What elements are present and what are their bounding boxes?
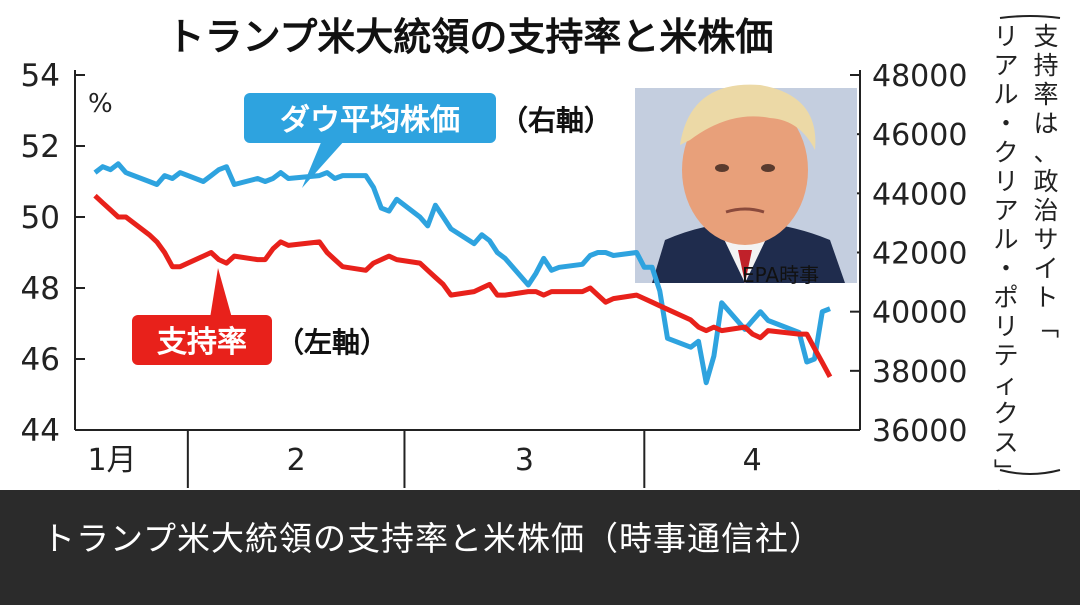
note-char: 、 [1033,138,1058,167]
dow-legend-label: ダウ平均株価 [280,103,460,138]
note-char: リ [993,167,1018,196]
note-bracket-top [999,15,1061,19]
photo-credit: EPA時事 [742,263,819,287]
approval-legend-callout: 支持率 [132,268,272,365]
trump-photo [635,84,857,283]
dow-axis-note: （右軸） [500,104,612,137]
caption-bar: トランプ米大統領の支持率と米株価（時事通信社） [0,490,1080,605]
left-tick-label: 52 [21,129,60,165]
left-axis-unit: % [88,89,113,119]
right-tick-label: 46000 [872,118,967,153]
note-char: 持 [1033,51,1058,80]
left-tick-label: 46 [21,342,60,378]
note-char: 支 [1033,22,1058,51]
note-char: は [1033,109,1058,138]
x-tick-label: 2 [287,443,306,478]
right-tick-label: 36000 [872,414,967,449]
note-bracket-bottom [999,469,1061,475]
note-char: 率 [1033,80,1058,109]
approval-axis-note: （左軸） [276,326,388,359]
note-char: ク [993,138,1018,167]
x-tick-label: 1月 [87,443,136,478]
right-tick-label: 40000 [872,296,967,331]
approval-legend-label: 支持率 [157,325,247,360]
note-char: ・ [993,109,1018,138]
note-char: 治 [1033,196,1058,225]
note-char: ア [993,51,1018,80]
right-tick-label: 48000 [872,59,967,94]
note-char: ル [993,225,1018,254]
right-tick-label: 38000 [872,355,967,390]
note-char: ク [993,399,1018,428]
chart: トランプ米大統領の支持率と米株価 % ドル 545250484644480004… [21,15,1061,490]
left-tick-label: 44 [21,413,60,449]
note-char: テ [993,341,1018,370]
right-tick-label: 44000 [872,177,967,212]
right-tick-label: 42000 [872,237,967,272]
left-tick-label: 50 [21,200,60,236]
note-char: ス [993,428,1018,457]
note-char: サ [1033,225,1058,254]
caption-text: トランプ米大統領の支持率と米株価（時事通信社） [42,519,824,558]
note-char: リ [993,312,1018,341]
note-char: イ [1033,254,1058,283]
note-char: に [993,486,1018,490]
note-char: 「 [1031,313,1060,338]
chart-title: トランプ米大統領の支持率と米株価 [167,15,774,59]
note-char: ィ [993,370,1018,399]
x-tick-label: 3 [515,443,534,478]
note-char: ・ [993,254,1018,283]
note-char: リ [993,22,1018,51]
note-char: 政 [1033,167,1058,196]
note-char: ル [993,80,1018,109]
note-char: ア [993,196,1018,225]
note-char: ト [1033,283,1058,312]
left-tick-label: 48 [21,271,60,307]
dow-legend-callout: ダウ平均株価 [244,93,496,188]
x-tick-label: 4 [743,443,762,478]
dow-series-line [93,161,831,386]
note-char: ポ [993,283,1018,312]
approval-series-line [93,193,833,378]
left-tick-label: 54 [21,58,60,94]
